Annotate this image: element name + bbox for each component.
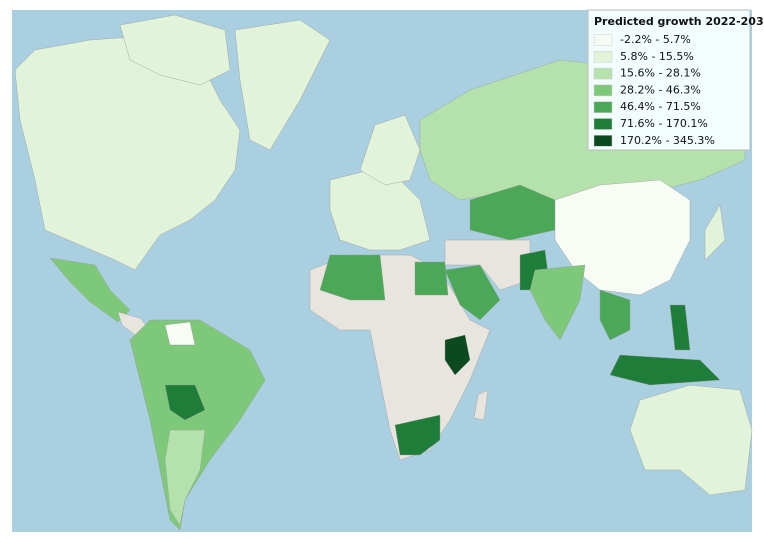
legend-swatch — [593, 84, 613, 97]
kenya — [444, 334, 471, 376]
madagascar — [473, 389, 489, 421]
legend-swatch — [593, 67, 613, 80]
legend-swatch — [593, 135, 613, 147]
legend-label: 170.2% - 345.3% — [620, 134, 715, 147]
legend-label: -2.2% - 5.7% — [620, 33, 691, 46]
saudi-arabia — [444, 264, 501, 321]
legend-swatch — [593, 51, 613, 63]
philippines — [669, 304, 691, 351]
india — [529, 264, 586, 341]
southeast-asia — [599, 289, 631, 341]
greenland — [234, 19, 331, 151]
argentina — [164, 429, 206, 526]
arctic-islands — [119, 14, 231, 86]
south-africa — [394, 414, 441, 456]
bolivia — [164, 384, 206, 421]
legend-label: 28.2% - 46.3% — [620, 83, 701, 96]
legend-box — [587, 9, 751, 151]
egypt — [414, 261, 449, 296]
indonesia — [609, 354, 721, 386]
algeria — [319, 254, 386, 301]
australia — [629, 384, 753, 496]
legend-swatch — [593, 101, 613, 113]
legend-label: 15.6% - 28.1% — [620, 67, 701, 80]
legend-title: Predicted growth 2022-2030 — [594, 15, 764, 28]
legend-swatch — [593, 34, 613, 46]
legend-swatch — [593, 118, 613, 130]
legend-label: 5.8% - 15.5% — [620, 50, 694, 63]
china — [554, 179, 691, 296]
japan — [704, 204, 726, 261]
iran — [444, 239, 531, 291]
legend: Predicted growth 2022-2030 -2.2% - 5.7% 5… — [587, 9, 764, 151]
venezuela — [164, 321, 196, 346]
legend-label: 71.6% - 170.1% — [620, 117, 708, 130]
south-america — [129, 319, 266, 531]
legend-label: 46.4% - 71.5% — [620, 100, 701, 113]
